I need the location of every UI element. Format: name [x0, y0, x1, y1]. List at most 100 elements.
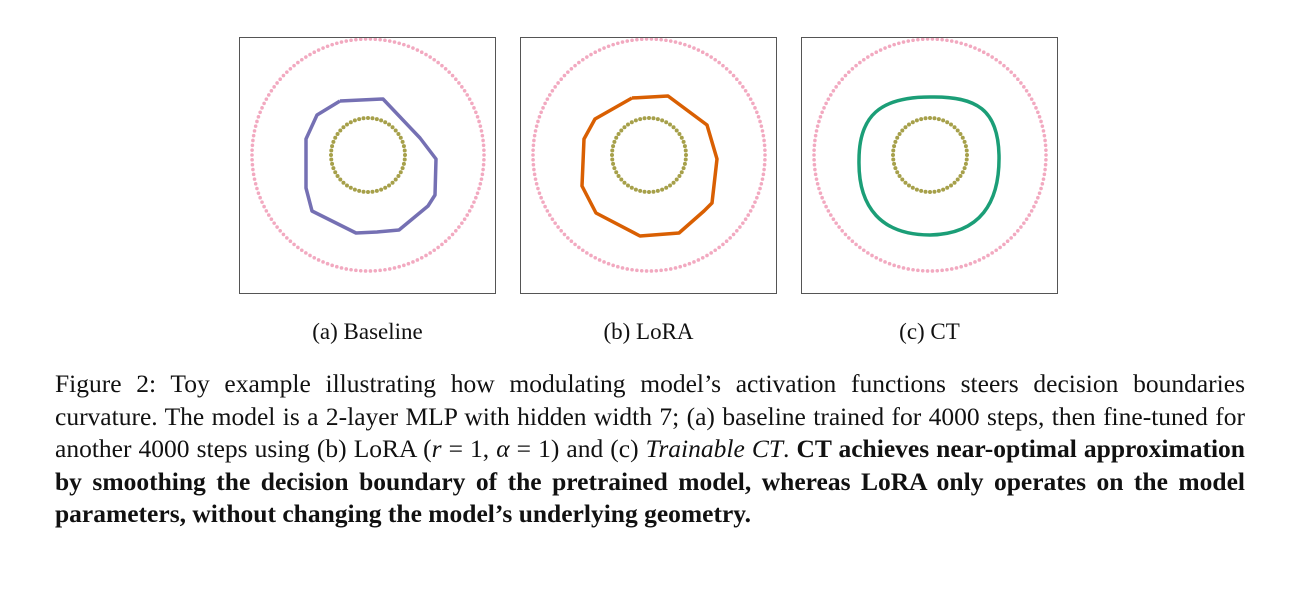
- data-point: [728, 70, 732, 74]
- data-point: [644, 38, 649, 41]
- data-point: [897, 41, 901, 46]
- data-point: [649, 38, 654, 41]
- data-point: [349, 38, 353, 43]
- data-point: [432, 248, 436, 253]
- data-point: [539, 110, 543, 115]
- data-point: [897, 131, 902, 136]
- data-point: [687, 261, 692, 266]
- data-point: [419, 50, 424, 54]
- data-point: [866, 251, 870, 255]
- data-point: [1012, 232, 1017, 237]
- data-point: [954, 266, 959, 270]
- data-point: [738, 81, 742, 85]
- data-point: [335, 41, 339, 46]
- data-point: [850, 239, 855, 243]
- data-point: [817, 186, 821, 191]
- data-point: [812, 158, 816, 162]
- data-point: [954, 40, 959, 44]
- data-point: [264, 97, 269, 101]
- data-point: [955, 128, 960, 133]
- data-point: [447, 236, 451, 240]
- data-point: [651, 189, 656, 194]
- data-point: [432, 57, 436, 62]
- data-point: [253, 124, 258, 128]
- data-point: [728, 236, 732, 240]
- data-point: [735, 77, 739, 81]
- data-point: [398, 170, 403, 175]
- data-point: [403, 153, 407, 157]
- data-point: [450, 73, 455, 78]
- data-point: [705, 52, 709, 57]
- data-point: [373, 268, 378, 273]
- data-point: [1044, 158, 1048, 162]
- data-point: [390, 180, 395, 185]
- outer-ring-points: [250, 38, 486, 273]
- data-point: [616, 264, 620, 269]
- data-point: [532, 138, 536, 143]
- data-point: [585, 55, 589, 59]
- data-point: [401, 161, 406, 166]
- data-point: [262, 204, 266, 209]
- data-point: [338, 177, 343, 182]
- data-point: [393, 177, 398, 182]
- data-point: [705, 253, 709, 258]
- data-point: [928, 116, 932, 120]
- data-point: [532, 167, 536, 172]
- data-point: [573, 242, 577, 247]
- data-point: [834, 85, 838, 89]
- data-point: [260, 200, 264, 204]
- data-point: [962, 166, 967, 171]
- data-point: [593, 50, 598, 54]
- data-point: [762, 138, 766, 143]
- data-point: [986, 253, 990, 258]
- data-point: [1042, 133, 1047, 138]
- data-point: [1040, 182, 1045, 186]
- data-point: [436, 245, 440, 250]
- data-point: [335, 131, 340, 136]
- data-point: [935, 38, 940, 42]
- data-point: [684, 153, 688, 157]
- data-point: [304, 55, 308, 59]
- data-point: [312, 256, 317, 260]
- data-point: [387, 122, 392, 127]
- data-point: [457, 81, 461, 85]
- data-point: [906, 267, 911, 271]
- data-point: [620, 40, 625, 44]
- data-point: [892, 263, 896, 268]
- data-point: [481, 138, 485, 143]
- data-point: [1002, 63, 1006, 68]
- data-point: [1002, 242, 1006, 247]
- data-point: [470, 204, 474, 209]
- data-point: [402, 157, 407, 162]
- data-point: [906, 183, 911, 188]
- data-point: [664, 185, 669, 190]
- data-point: [660, 118, 665, 123]
- data-point: [411, 46, 415, 50]
- data-point: [330, 144, 335, 149]
- data-point: [556, 81, 560, 85]
- data-point: [679, 135, 684, 140]
- data-point: [614, 135, 619, 140]
- data-point: [577, 60, 581, 65]
- data-point: [834, 221, 838, 225]
- data-point: [465, 213, 470, 217]
- data-point: [300, 248, 304, 253]
- data-point: [569, 239, 574, 243]
- data-point: [481, 143, 486, 148]
- data-point: [533, 177, 538, 181]
- data-point: [390, 125, 395, 130]
- data-point: [994, 248, 998, 253]
- data-point: [958, 131, 963, 136]
- data-point: [250, 143, 255, 148]
- data-point: [589, 52, 593, 57]
- data-point: [858, 245, 862, 250]
- data-point: [655, 117, 660, 122]
- data-point: [253, 182, 258, 186]
- data-point: [325, 44, 330, 49]
- data-point: [1039, 119, 1043, 124]
- data-point: [866, 55, 870, 59]
- data-point: [668, 267, 673, 271]
- data-point: [392, 40, 397, 44]
- data-point: [397, 41, 401, 46]
- data-point: [960, 135, 965, 140]
